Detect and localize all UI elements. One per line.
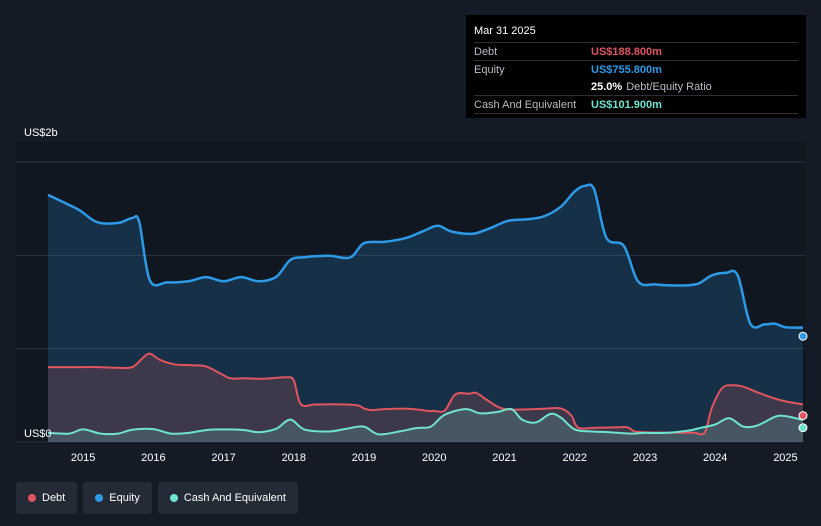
equity-dot-icon [95, 494, 104, 502]
series-lines [47, 183, 804, 436]
y-tick-label-1: US$0 [24, 428, 52, 440]
tooltip-cash-value: US$101.900m [591, 98, 662, 111]
tooltip-row-ratio: 25.0% Debt/Equity Ratio [474, 78, 798, 95]
tooltip-ratio-value: 25.0% [591, 80, 623, 93]
plot-area [16, 142, 805, 444]
legend-cash-label: Cash And Equivalent [183, 492, 286, 504]
y-axis-labels: US$2b US$0 [24, 127, 58, 440]
legend-debt-label: Debt [42, 492, 66, 504]
debt-end-dot[interactable] [798, 411, 808, 421]
cash-dot-icon [169, 494, 178, 502]
tooltip-debt-label: Debt [474, 45, 498, 58]
tooltip-row-equity: Equity US$755.800m [474, 60, 798, 78]
x-tick-label-2020: 2020 [422, 452, 446, 464]
debt-line [47, 352, 804, 436]
legend-item-cash[interactable]: Cash And Equivalent [157, 482, 298, 514]
cash-area [48, 408, 803, 442]
legend-equity-label: Equity [109, 492, 140, 504]
grid [16, 161, 805, 443]
x-tick-label-2025: 2025 [773, 452, 797, 464]
x-tick-label-2018: 2018 [282, 452, 306, 464]
x-tick-label-2021: 2021 [492, 452, 516, 464]
tooltip-row-debt: Debt US$188.800m [474, 42, 798, 60]
tooltip-date: Mar 31 2025 [474, 25, 536, 37]
tooltip-equity-value: US$755.800m [591, 63, 662, 76]
equity-line [47, 183, 804, 329]
y-tick-label-0: US$2b [24, 127, 58, 139]
cash-line [47, 407, 804, 436]
debt-dot-icon [28, 494, 36, 502]
series-end-dots [798, 331, 808, 433]
tooltip-row-cash: Cash And Equivalent US$101.900m [474, 95, 798, 113]
cash-end-dot[interactable] [798, 423, 808, 433]
x-tick-label-2023: 2023 [633, 452, 657, 464]
legend-item-debt[interactable]: Debt [16, 482, 78, 514]
tooltip-cash-label: Cash And Equivalent [474, 98, 577, 111]
x-axis-labels: 2015 2016 2017 2018 2019 2020 2021 2022 2023 2024… [71, 452, 798, 464]
x-tick-label-2022: 2022 [563, 452, 587, 464]
x-tick-label-2024: 2024 [703, 452, 727, 464]
x-tick-label-2015: 2015 [71, 452, 95, 464]
legend-item-equity[interactable]: Equity [83, 482, 152, 514]
tooltip-equity-label: Equity [474, 63, 505, 76]
legend: Debt Equity Cash And Equivalent [16, 482, 298, 514]
equity-end-dot[interactable] [798, 331, 808, 341]
tooltip: Mar 31 2025 Debt US$188.800m Equity US$7… [466, 15, 806, 118]
x-tick-label-2017: 2017 [211, 452, 235, 464]
tooltip-debt-value: US$188.800m [591, 45, 662, 58]
x-tick-label-2016: 2016 [141, 452, 165, 464]
x-tick-label-2019: 2019 [352, 452, 376, 464]
debt-area [48, 353, 803, 442]
tooltip-ratio-label: Debt/Equity Ratio [626, 80, 712, 93]
